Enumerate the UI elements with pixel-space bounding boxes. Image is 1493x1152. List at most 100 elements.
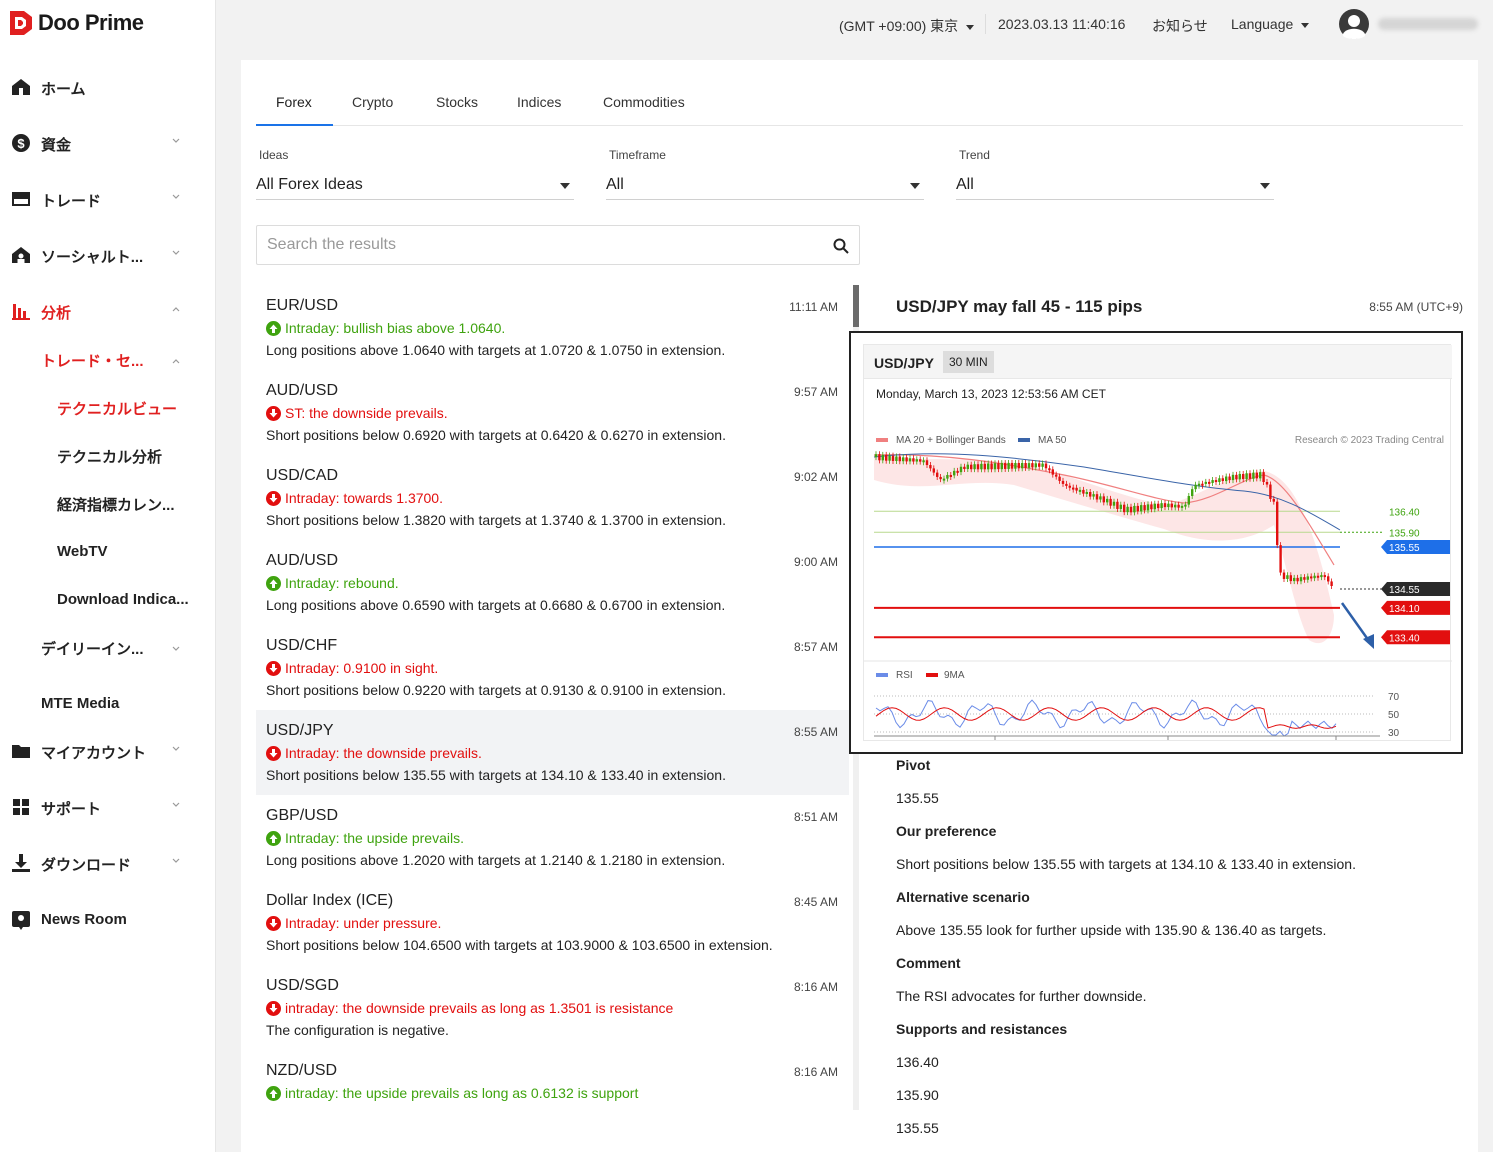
arrow-down-circle-icon [266,1001,281,1016]
nav-funds[interactable]: $ 資金 [0,128,216,158]
candle-body [898,456,901,462]
pin-icon [12,911,30,930]
idea-row[interactable]: USD/JPY 8:55 AM Intraday: the downside pre… [256,710,849,795]
nav-my-account[interactable]: マイアカウント [0,736,216,766]
idea-headline: intraday: the upside prevails as long as… [266,1085,638,1101]
candle-body [932,468,935,473]
brand-logo[interactable]: Doo Prime [10,9,144,37]
candle-body [1068,485,1071,488]
idea-row[interactable]: AUD/USD 9:00 AM Intraday: rebound. Long pos… [256,540,849,625]
idea-row[interactable]: USD/CAD 9:02 AM Intraday: towards 1.3700. S… [256,455,849,540]
candle-body [1167,503,1170,508]
rsi-line [875,699,1337,737]
candle-body [1163,503,1167,508]
nav-home[interactable]: ホーム [0,72,216,102]
support-2-label: 133.40 [1389,633,1420,644]
idea-row[interactable]: USD/SGD 8:16 AM intraday: the downside pre… [256,965,849,1050]
candle-body [970,464,973,470]
candle-body [990,463,993,470]
nav-download[interactable]: ダウンロード [0,848,216,878]
candle-body [1306,576,1309,580]
nav-social-label: ソーシャルト... [41,249,144,266]
timeframe-filter-label: Timeframe [609,148,666,162]
arrow-up-circle-icon [266,1086,281,1101]
search-icon[interactable] [833,238,849,254]
nav-technical-analysis[interactable]: テクニカル分析 [57,449,163,466]
tab-indices[interactable]: Indices [517,94,562,110]
arrow-down-circle-icon [266,491,281,506]
idea-row[interactable]: USD/CHF 8:57 AM Intraday: 0.9100 in sight.… [256,625,849,710]
candle-body [1143,505,1146,511]
dropdown-arrow-icon [560,183,570,189]
candle-body [956,470,959,473]
tab-crypto[interactable]: Crypto [352,94,394,110]
nav-trade[interactable]: トレード [0,184,216,214]
candle-body [1007,462,1010,469]
candle-body [1279,545,1282,573]
nav-economic-calendar[interactable]: 経済指標カレン... [57,497,175,514]
comment-text: The RSI advocates for further downside. [896,988,1147,1004]
tab-commodities[interactable]: Commodities [603,94,685,110]
candle-body [1214,480,1218,483]
idea-row[interactable]: Dollar Index (ICE) 8:45 AM Intraday: under… [256,880,849,965]
candle-body [1051,469,1054,475]
tab-stocks[interactable]: Stocks [436,94,479,110]
idea-time: 9:57 AM [793,385,838,399]
idea-row[interactable]: NZD/USD 8:16 AM intraday: the upside preva… [256,1050,849,1110]
trend-filter-label: Trend [959,148,990,162]
nav-my-account-label: マイアカウント [41,745,147,762]
timezone-label: (GMT +09:00) 東京 [839,18,959,34]
chart-header: USD/JPY 30 MIN [864,345,1452,379]
candle-body [976,464,980,470]
scrollbar-thumb[interactable] [853,285,859,327]
search-input[interactable] [267,234,807,256]
idea-row[interactable]: EUR/USD 11:11 AM Intraday: bullish bias ab… [256,285,849,370]
chevron-down-icon [172,646,180,651]
nav-home-label: ホーム [41,81,86,98]
nav-mte-media[interactable]: MTE Media [41,695,120,712]
candle-body [1303,577,1306,580]
idea-pair: AUD/USD [266,552,339,569]
candle-body [1177,504,1180,508]
ideas-filter-select[interactable]: All Forex Ideas [256,168,574,200]
rsi-ma-line [875,707,1337,729]
nav-daily-insight[interactable]: デイリーイン... [41,641,144,658]
tab-forex[interactable]: Forex [276,94,312,110]
timezone-selector[interactable]: (GMT +09:00) 東京 [839,16,975,36]
avatar-icon[interactable] [1338,8,1370,40]
idea-headline-text: Intraday: bullish bias above 1.0640. [285,320,506,336]
candle-body [891,455,895,461]
trend-filter-select[interactable]: All [956,168,1274,200]
caret-down-icon [1301,22,1310,28]
candle-body [1184,504,1187,507]
nav-analysis-label: 分析 [41,305,72,322]
notifications-link[interactable]: お知らせ [1152,18,1208,34]
nav-trade-center[interactable]: トレード・セ... [41,350,144,371]
nav-webtv[interactable]: WebTV [57,543,108,560]
idea-headline: Intraday: rebound. [266,575,399,591]
candle-body [1112,501,1116,506]
price-chart: MA 20 + Bollinger Bands MA 50 Research © 2… [864,435,1452,740]
candle-body [1061,480,1065,484]
home-icon [12,79,30,95]
idea-time: 8:16 AM [793,1065,838,1079]
nav-download-indicators[interactable]: Download Indica... [57,591,189,608]
timeframe-filter-select[interactable]: All [606,168,924,200]
idea-headline-text: intraday: the upside prevails as long as… [285,1085,639,1101]
candle-body [953,470,956,476]
nav-support[interactable]: サポート [0,792,216,822]
sidebar: Doo Prime ホーム $ 資金 トレード ソーシャルト... 分析 トレー… [0,0,216,1152]
candle-body [1160,503,1163,509]
grid-icon [13,799,29,815]
chart-symbol: USD/JPY [874,355,934,371]
nav-social[interactable]: ソーシャルト... [0,240,216,270]
chevron-up-icon [172,359,180,364]
candle-body [1313,575,1316,579]
nav-analysis[interactable]: 分析 [0,296,216,326]
legend-ma20-label: MA 20 + Bollinger Bands [896,435,1006,446]
language-selector[interactable]: Language [1231,16,1310,32]
nav-news-room[interactable]: News Room [0,905,216,935]
idea-row[interactable]: GBP/USD 8:51 AM Intraday: the upside preva… [256,795,849,880]
nav-technical-view[interactable]: テクニカルビュー [57,401,178,418]
idea-row[interactable]: AUD/USD 9:57 AM ST: the downside prevails.… [256,370,849,455]
